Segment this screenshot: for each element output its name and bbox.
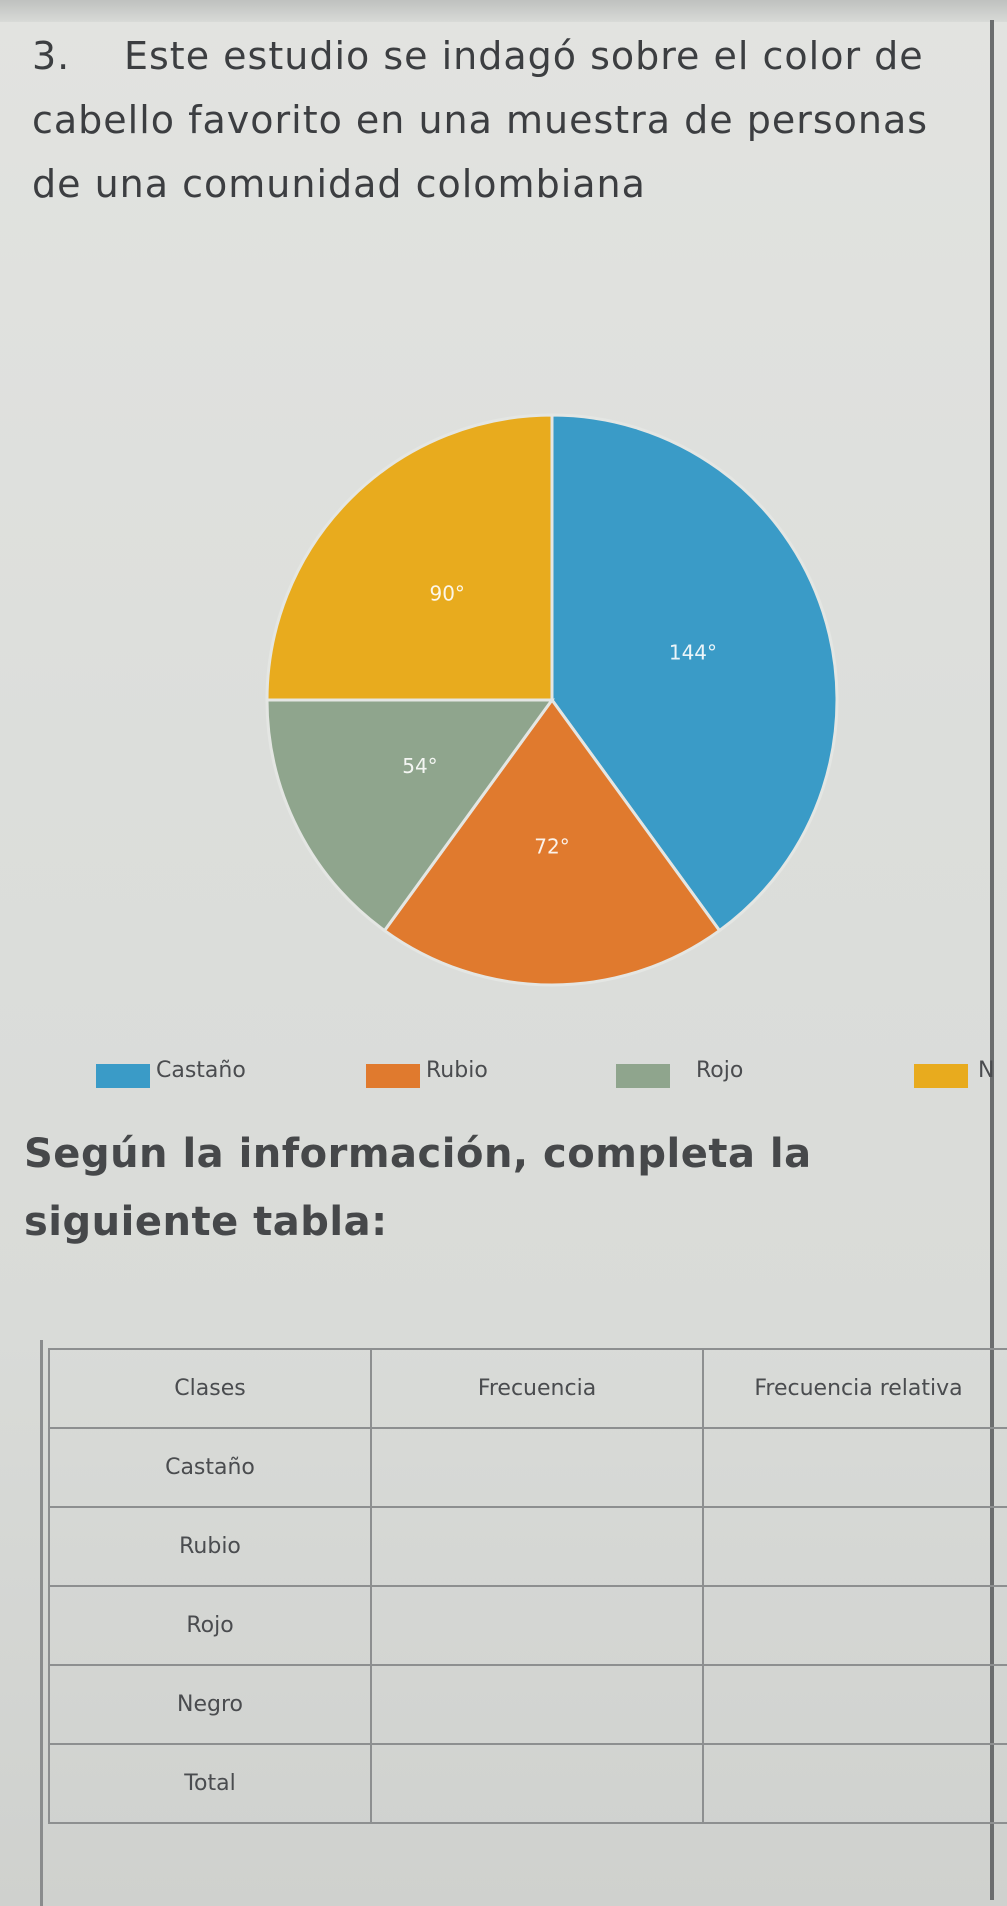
- table-row: Castaño: [48, 1427, 1007, 1508]
- header-frecuencia-relativa: Frecuencia relativa: [702, 1348, 1007, 1429]
- cell-frecuencia-negro[interactable]: [370, 1664, 704, 1745]
- cell-frecuencia-relativa-total[interactable]: [702, 1743, 1007, 1824]
- legend-label-rojo: Rojo: [696, 1058, 744, 1083]
- cell-frecuencia-relativa-negro[interactable]: [702, 1664, 1007, 1745]
- table-row: Negro: [48, 1664, 1007, 1745]
- row-label-negro: Negro: [48, 1664, 372, 1745]
- header-clases: Clases: [48, 1348, 372, 1429]
- pie-label-rubio: 72°: [534, 835, 569, 859]
- cell-frecuencia-relativa-castano[interactable]: [702, 1427, 1007, 1508]
- legend-label-rubio: Rubio: [426, 1058, 488, 1083]
- legend-swatch-rojo: [616, 1064, 670, 1088]
- page-top-edge: [0, 0, 1007, 22]
- legend-swatch-castano: [96, 1064, 150, 1088]
- row-label-total: Total: [48, 1743, 372, 1824]
- cell-frecuencia-relativa-rubio[interactable]: [702, 1506, 1007, 1587]
- table-row: Total: [48, 1743, 1007, 1824]
- cell-frecuencia-rubio[interactable]: [370, 1506, 704, 1587]
- pie-slice-castano: [550, 413, 839, 933]
- pie-slice-rubio: [382, 697, 722, 987]
- row-label-rubio: Rubio: [48, 1506, 372, 1587]
- header-frecuencia: Frecuencia: [370, 1348, 704, 1429]
- instruction-text: Según la información, completa la siguie…: [24, 1131, 812, 1245]
- row-label-castano: Castaño: [48, 1427, 372, 1508]
- question-block: 3. Este estudio se indagó sobre el color …: [32, 24, 932, 216]
- page-left-border: [40, 1340, 43, 1906]
- pie-label-rojo: 54°: [402, 754, 437, 778]
- pie-label-castano: 144°: [669, 641, 717, 665]
- legend-swatch-rubio: [366, 1064, 420, 1088]
- table-header-row: Clases Frecuencia Frecuencia relativa: [48, 1348, 1007, 1429]
- cell-frecuencia-total[interactable]: [370, 1743, 704, 1824]
- page-right-border: [990, 20, 994, 1900]
- pie-slice-negro: [265, 413, 554, 702]
- legend-label-negro: N: [978, 1058, 995, 1083]
- pie-label-negro: 90°: [429, 582, 464, 606]
- cell-frecuencia-relativa-rojo[interactable]: [702, 1585, 1007, 1666]
- table-row: Rojo: [48, 1585, 1007, 1666]
- chart-legend: Castaño Rubio Rojo N: [96, 1048, 994, 1088]
- cell-frecuencia-castano[interactable]: [370, 1427, 704, 1508]
- pie-chart: 144° 72° 54° 90°: [262, 410, 842, 990]
- frequency-table-wrap: Clases Frecuencia Frecuencia relativa Ca…: [48, 1348, 1007, 1824]
- row-label-rojo: Rojo: [48, 1585, 372, 1666]
- pie-slice-rojo: [265, 698, 555, 933]
- question-text: Este estudio se indagó sobre el color de…: [32, 34, 929, 206]
- pie-chart-svg: 144° 72° 54° 90°: [265, 413, 839, 987]
- legend-swatch-negro: [914, 1064, 968, 1088]
- frequency-table: Clases Frecuencia Frecuencia relativa Ca…: [48, 1348, 1007, 1824]
- legend-label-castano: Castaño: [156, 1058, 246, 1083]
- question-number: 3.: [32, 34, 71, 78]
- table-row: Rubio: [48, 1506, 1007, 1587]
- cell-frecuencia-rojo[interactable]: [370, 1585, 704, 1666]
